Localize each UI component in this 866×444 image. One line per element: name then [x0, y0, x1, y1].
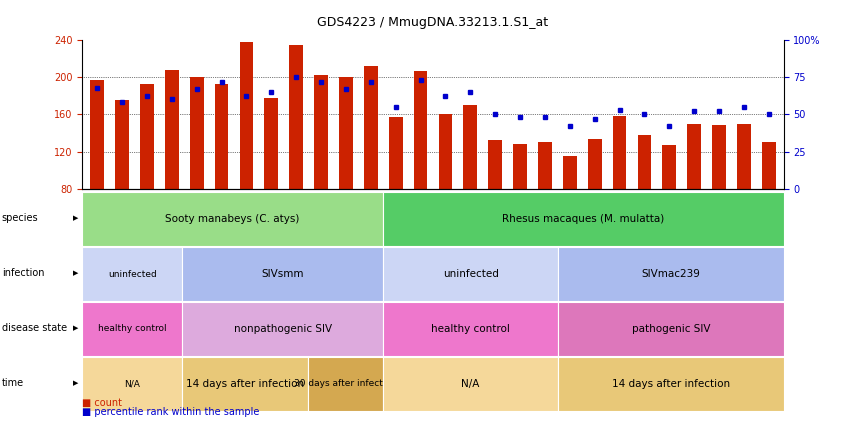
Bar [414, 71, 428, 189]
Bar [190, 77, 204, 189]
Text: ▶: ▶ [73, 325, 78, 331]
Bar [240, 42, 253, 189]
Bar [712, 126, 726, 189]
Text: ▶: ▶ [73, 270, 78, 276]
Bar [364, 66, 378, 189]
Bar [688, 123, 701, 189]
Bar [438, 114, 452, 189]
Bar [90, 80, 104, 189]
Bar [314, 75, 328, 189]
Bar [588, 139, 602, 189]
Text: Rhesus macaques (M. mulatta): Rhesus macaques (M. mulatta) [502, 214, 664, 224]
Bar [215, 83, 229, 189]
Bar [514, 144, 527, 189]
Text: species: species [2, 214, 38, 223]
Text: N/A: N/A [125, 379, 140, 388]
Text: time: time [2, 378, 24, 388]
Bar [165, 70, 178, 189]
Text: healthy control: healthy control [98, 325, 166, 333]
Text: ▶: ▶ [73, 380, 78, 386]
Bar [339, 77, 352, 189]
Text: 14 days after infection: 14 days after infection [186, 379, 304, 389]
Text: ■ count: ■ count [82, 398, 122, 408]
Bar [762, 142, 776, 189]
Text: infection: infection [2, 268, 44, 278]
Bar [613, 116, 626, 189]
Text: nonpathogenic SIV: nonpathogenic SIV [234, 324, 332, 334]
Bar [463, 105, 477, 189]
Text: SIVmac239: SIVmac239 [642, 269, 701, 279]
Text: uninfected: uninfected [443, 269, 499, 279]
Bar [538, 142, 552, 189]
Text: pathogenic SIV: pathogenic SIV [631, 324, 710, 334]
Bar [264, 98, 278, 189]
Bar [662, 145, 676, 189]
Text: 14 days after infection: 14 days after infection [612, 379, 730, 389]
Bar [637, 135, 651, 189]
Bar [289, 44, 303, 189]
Text: uninfected: uninfected [108, 270, 157, 278]
Text: Sooty manabeys (C. atys): Sooty manabeys (C. atys) [165, 214, 300, 224]
Text: GDS4223 / MmugDNA.33213.1.S1_at: GDS4223 / MmugDNA.33213.1.S1_at [318, 16, 548, 28]
Bar [389, 117, 403, 189]
Bar [563, 156, 577, 189]
Text: ■ percentile rank within the sample: ■ percentile rank within the sample [82, 407, 260, 417]
Text: disease state: disease state [2, 323, 67, 333]
Text: SIVsmm: SIVsmm [262, 269, 304, 279]
Text: healthy control: healthy control [431, 324, 510, 334]
Text: 30 days after infection: 30 days after infection [294, 379, 397, 388]
Text: ▶: ▶ [73, 215, 78, 222]
Text: N/A: N/A [462, 379, 480, 389]
Bar [737, 123, 751, 189]
Bar [140, 83, 154, 189]
Bar [115, 100, 129, 189]
Bar [488, 140, 502, 189]
